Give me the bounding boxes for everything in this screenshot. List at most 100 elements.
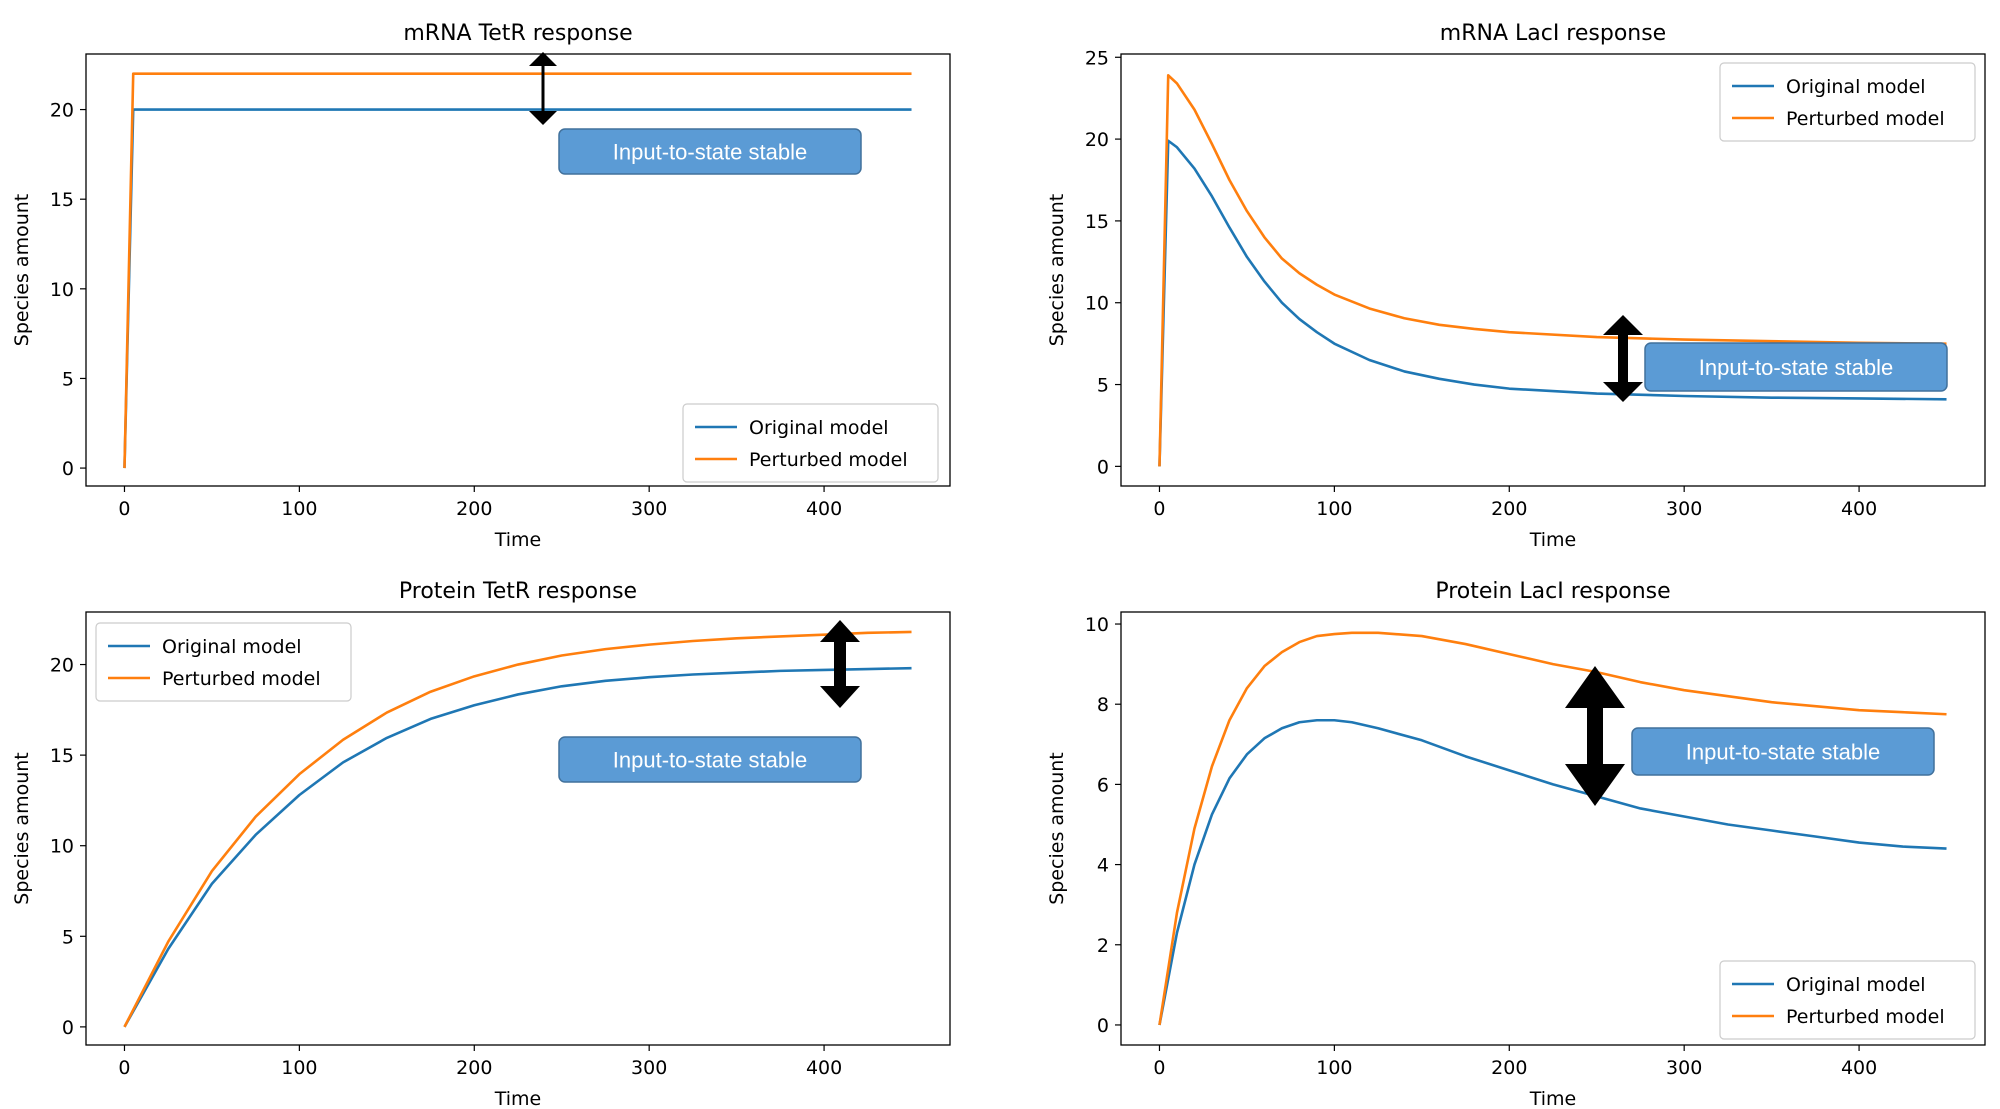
chart-title: mRNA TetR response <box>403 21 632 46</box>
chart-title: Protein TetR response <box>399 579 637 604</box>
callout-box: Input-to-state stable <box>558 736 862 783</box>
series-line-original-model <box>1158 718 1947 1026</box>
callout-label: Input-to-state stable <box>1686 740 1880 765</box>
series-line-original-model <box>1158 139 1947 467</box>
x-tick-label: 300 <box>631 498 667 520</box>
callout-label: Input-to-state stable <box>1699 355 1893 380</box>
y-tick-label: 10 <box>1085 293 1109 315</box>
series-line-perturbed-model <box>123 630 912 1028</box>
x-axis-label: Time <box>1529 529 1577 551</box>
x-tick-label: 400 <box>1841 1057 1877 1079</box>
x-tick-label: 400 <box>1841 498 1877 520</box>
y-tick-label: 0 <box>62 458 74 480</box>
x-tick-label: 400 <box>806 1057 842 1079</box>
y-tick-label: 4 <box>1097 855 1109 877</box>
y-tick-label: 10 <box>1085 614 1109 636</box>
double-arrow-icon <box>820 620 860 708</box>
y-tick-label: 5 <box>1097 375 1109 397</box>
y-tick-label: 15 <box>50 745 74 767</box>
callout-background <box>1644 342 1948 392</box>
x-tick-label: 100 <box>1316 498 1352 520</box>
chart-title: Protein LacI response <box>1435 579 1670 604</box>
chart-panel-3: 0 100 200 300 400 0 5 10 15 20 Protein TetR respon… <box>11 579 951 1109</box>
y-axis-label: Species amount <box>11 752 33 904</box>
legend-box <box>1719 960 1976 1040</box>
callout-box: Input-to-state stable <box>1631 727 1935 776</box>
legend-label-original-model: Original model <box>1786 76 1926 98</box>
callout-box: Input-to-state stable <box>1644 342 1948 392</box>
legend: Original model Perturbed model <box>95 622 352 702</box>
y-tick-label: 0 <box>1097 1015 1109 1037</box>
x-tick-label: 400 <box>806 498 842 520</box>
legend-label-perturbed-model: Perturbed model <box>1786 108 1945 130</box>
legend-box <box>1719 62 1976 142</box>
callout-label: Input-to-state stable <box>613 748 807 773</box>
x-axis-label: Time <box>494 1088 542 1109</box>
y-tick-label: 6 <box>1097 774 1109 796</box>
y-tick-label: 20 <box>1085 129 1109 151</box>
x-tick-label: 200 <box>1491 498 1527 520</box>
x-tick-label: 0 <box>118 1057 130 1079</box>
axes-frame <box>1120 611 1986 1046</box>
legend-box <box>682 403 939 483</box>
y-axis-label: Species amount <box>11 194 33 346</box>
legend: Original model Perturbed model <box>1719 62 1976 142</box>
y-axis-label: Species amount <box>1046 194 1068 346</box>
callout-label: Input-to-state stable <box>613 140 807 165</box>
chart-panel-2: 0 100 200 300 400 0 5 10 15 20 25 mRNA LacI respons… <box>1046 21 1986 551</box>
legend-label-perturbed-model: Perturbed model <box>162 668 321 690</box>
x-tick-label: 100 <box>1316 1057 1352 1079</box>
series-line-perturbed-model <box>1158 73 1947 467</box>
legend-label-original-model: Original model <box>162 636 302 658</box>
legend-label-original-model: Original model <box>749 417 889 439</box>
x-tick-label: 300 <box>631 1057 667 1079</box>
y-tick-label: 15 <box>50 189 74 211</box>
x-tick-label: 200 <box>1491 1057 1527 1079</box>
y-tick-label: 10 <box>50 836 74 858</box>
series-line-perturbed-model <box>1158 631 1947 1026</box>
callout-background <box>558 128 862 175</box>
legend-label-original-model: Original model <box>1786 974 1926 996</box>
legend: Original model Perturbed model <box>682 403 939 483</box>
double-arrow-icon <box>1603 315 1643 402</box>
series-line-original-model <box>123 666 912 1028</box>
series-line-perturbed-model <box>123 72 912 469</box>
y-tick-label: 10 <box>50 279 74 301</box>
axes-frame <box>1120 53 1986 487</box>
y-tick-label: 5 <box>62 368 74 390</box>
legend-box <box>95 622 352 702</box>
x-axis-label: Time <box>494 529 542 551</box>
x-axis-label: Time <box>1529 1088 1577 1109</box>
chart-panel-4: 0 100 200 300 400 0 2 4 6 8 10 Protein LacI respons… <box>1046 579 1986 1109</box>
y-axis-label: Species amount <box>1046 752 1068 904</box>
y-tick-label: 0 <box>62 1017 74 1039</box>
chart-panel-1: 0 100 200 300 400 0 5 10 15 20 mRNA TetR response T… <box>11 21 951 551</box>
legend-label-perturbed-model: Perturbed model <box>749 449 908 471</box>
axes-frame <box>85 611 951 1046</box>
callout-background <box>558 736 862 783</box>
x-tick-label: 200 <box>456 498 492 520</box>
x-tick-label: 100 <box>281 1057 317 1079</box>
legend: Original model Perturbed model <box>1719 960 1976 1040</box>
callout-background <box>1631 727 1935 776</box>
x-tick-label: 0 <box>1153 498 1165 520</box>
axes-frame <box>85 53 951 487</box>
double-arrow-icon <box>529 52 557 125</box>
chart-title: mRNA LacI response <box>1440 21 1666 46</box>
x-tick-label: 200 <box>456 1057 492 1079</box>
x-tick-label: 100 <box>281 498 317 520</box>
double-arrow-icon <box>1565 666 1625 806</box>
y-tick-label: 20 <box>50 100 74 122</box>
x-tick-label: 300 <box>1666 1057 1702 1079</box>
x-tick-label: 0 <box>1153 1057 1165 1079</box>
y-tick-label: 8 <box>1097 694 1109 716</box>
y-tick-label: 25 <box>1085 47 1109 69</box>
y-tick-label: 0 <box>1097 456 1109 478</box>
callout-box: Input-to-state stable <box>558 128 862 175</box>
y-tick-label: 20 <box>50 655 74 677</box>
y-tick-label: 2 <box>1097 935 1109 957</box>
legend-label-perturbed-model: Perturbed model <box>1786 1006 1945 1028</box>
x-tick-label: 300 <box>1666 498 1702 520</box>
y-tick-label: 5 <box>62 926 74 948</box>
